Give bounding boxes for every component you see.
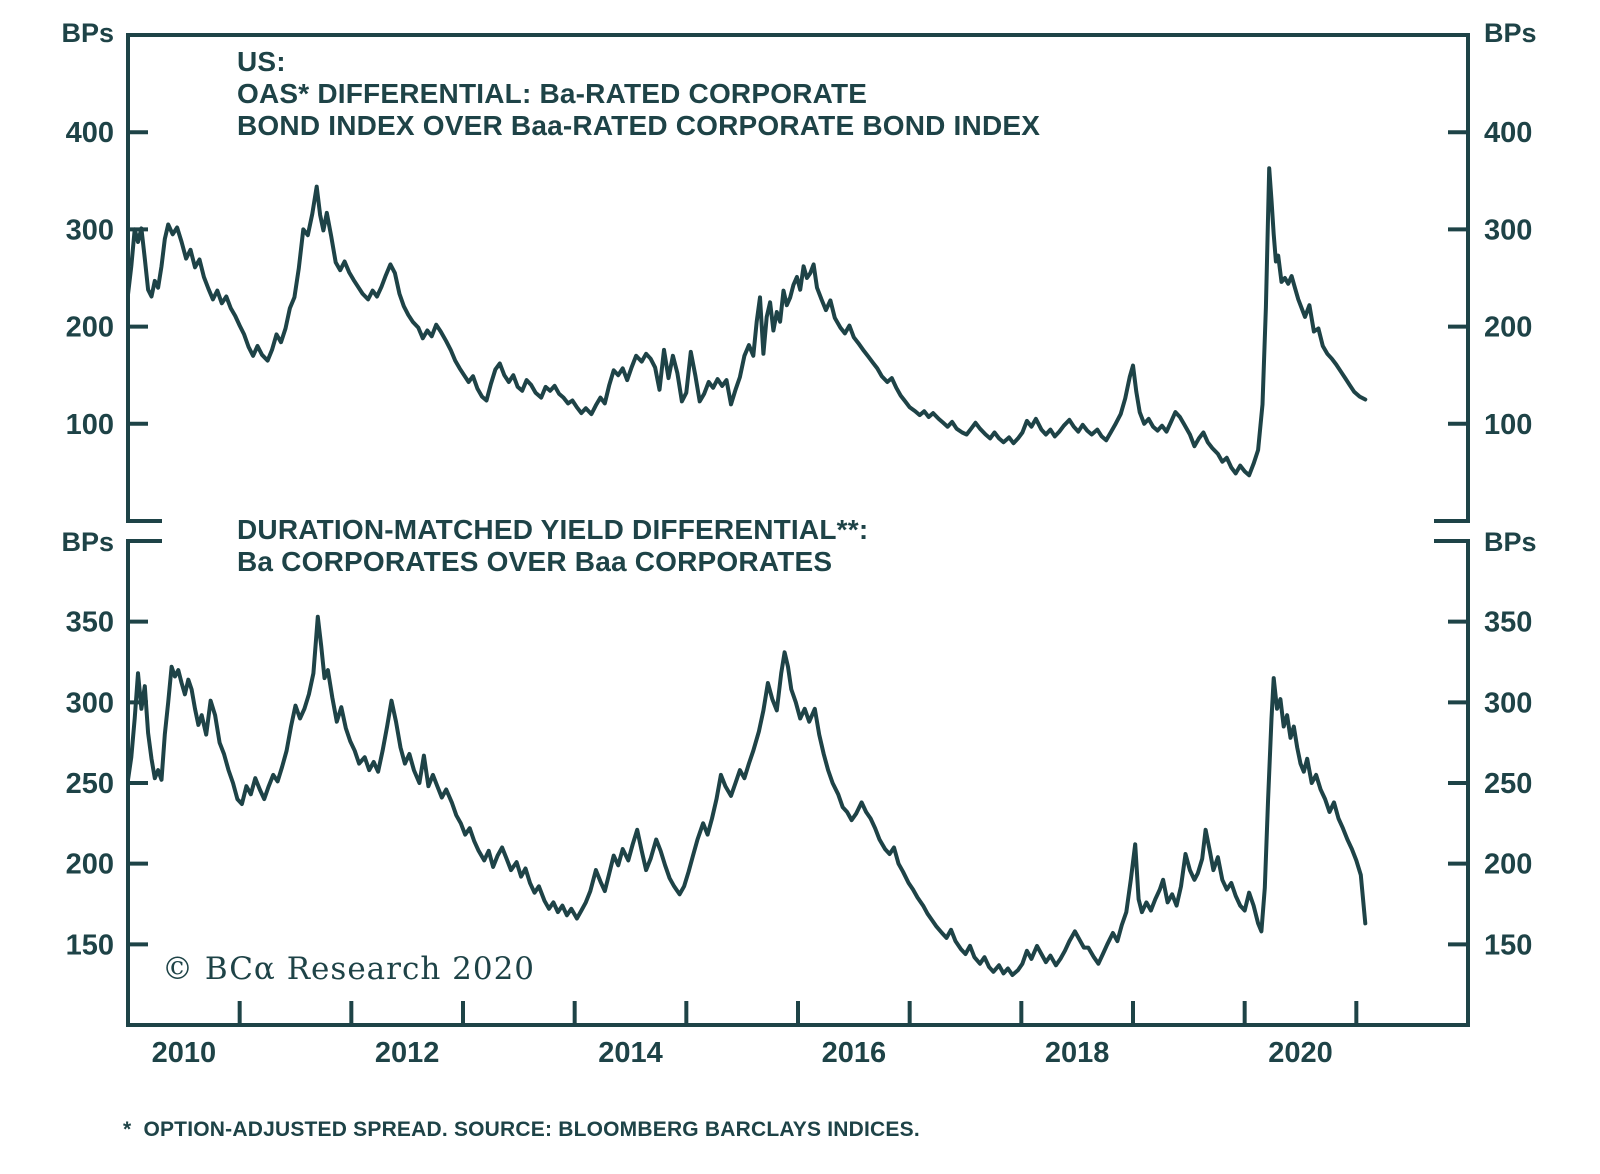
bottom-right-tick-label-200: 200 xyxy=(1484,849,1532,881)
top-left-units-label: BPs xyxy=(61,18,114,48)
x-year-label-2010: 2010 xyxy=(152,1037,217,1069)
bottom-right-tick-label-350: 350 xyxy=(1484,607,1532,639)
footnote-line1: * OPTION-ADJUSTED SPREAD. SOURCE: BLOOMB… xyxy=(123,1118,920,1141)
data-series xyxy=(126,166,1368,977)
bottom-right-tick-label-150: 150 xyxy=(1484,929,1532,961)
top-chart-title-line1: US: xyxy=(237,46,286,77)
bottom-right-tick-label-250: 250 xyxy=(1484,768,1532,800)
x-year-label-2012: 2012 xyxy=(375,1037,440,1069)
bottom-left-tick-label-200: 200 xyxy=(66,849,114,881)
top-left-tick-label-100: 100 xyxy=(66,409,114,441)
source-footnotes: * OPTION-ADJUSTED SPREAD. SOURCE: BLOOMB… xyxy=(123,1062,920,1174)
top-chart-title-line2: OAS* DIFFERENTIAL: Ba-RATED CORPORATE xyxy=(237,78,868,109)
top-right-tick-label-400: 400 xyxy=(1484,117,1532,149)
top-right-tick-label-300: 300 xyxy=(1484,214,1532,246)
bottom-series-line xyxy=(126,614,1368,977)
x-year-label-2014: 2014 xyxy=(598,1037,663,1069)
top-left-tick-label-300: 300 xyxy=(66,214,114,246)
bottom-right-tick-label-300: 300 xyxy=(1484,687,1532,719)
top-right-tick-label-200: 200 xyxy=(1484,312,1532,344)
top-left-tick-label-200: 200 xyxy=(66,312,114,344)
bottom-chart-title-line2: Ba CORPORATES OVER Baa CORPORATES xyxy=(237,546,833,577)
bca-research-watermark: © BCα Research 2020 xyxy=(162,951,536,987)
bottom-left-units-label: BPs xyxy=(61,527,114,557)
axis-tick-labels: 100 100 200 200 300 300 400 400 BPs BPs 150 150 200 2… xyxy=(61,18,1536,1069)
top-series-line xyxy=(126,166,1368,478)
bottom-chart-title: DURATION-MATCHED YIELD DIFFERENTIAL**: B… xyxy=(237,514,868,578)
axis-ticks xyxy=(128,130,1468,1025)
top-chart-title: US: OAS* DIFFERENTIAL: Ba-RATED CORPORAT… xyxy=(237,46,1040,142)
x-year-label-2020: 2020 xyxy=(1268,1037,1333,1069)
x-year-label-2018: 2018 xyxy=(1045,1037,1110,1069)
bottom-left-tick-label-250: 250 xyxy=(66,768,114,800)
x-year-label-2016: 2016 xyxy=(822,1037,887,1069)
bottom-left-tick-label-150: 150 xyxy=(66,929,114,961)
bottom-left-tick-label-300: 300 xyxy=(66,687,114,719)
bottom-left-tick-label-350: 350 xyxy=(66,607,114,639)
top-right-units-label: BPs xyxy=(1484,18,1537,48)
top-panel-frame xyxy=(126,33,1470,523)
top-chart-title-line3: BOND INDEX OVER Baa-RATED CORPORATE BOND… xyxy=(237,110,1041,141)
top-left-tick-label-400: 400 xyxy=(66,117,114,149)
bottom-chart-title-line1: DURATION-MATCHED YIELD DIFFERENTIAL**: xyxy=(237,514,869,545)
bottom-right-units-label: BPs xyxy=(1484,527,1537,557)
top-right-tick-label-100: 100 xyxy=(1484,409,1532,441)
